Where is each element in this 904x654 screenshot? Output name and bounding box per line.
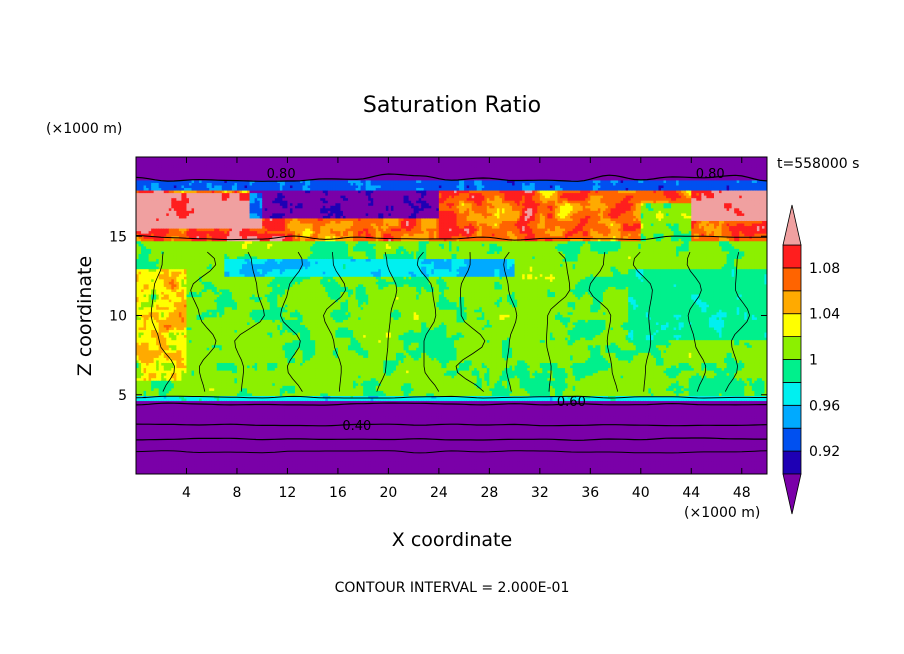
chart-title: Saturation Ratio	[363, 93, 541, 118]
y-unit-label: (×1000 m)	[46, 121, 122, 137]
time-label: t=558000 s	[777, 156, 859, 172]
heatmap-field	[136, 157, 768, 475]
